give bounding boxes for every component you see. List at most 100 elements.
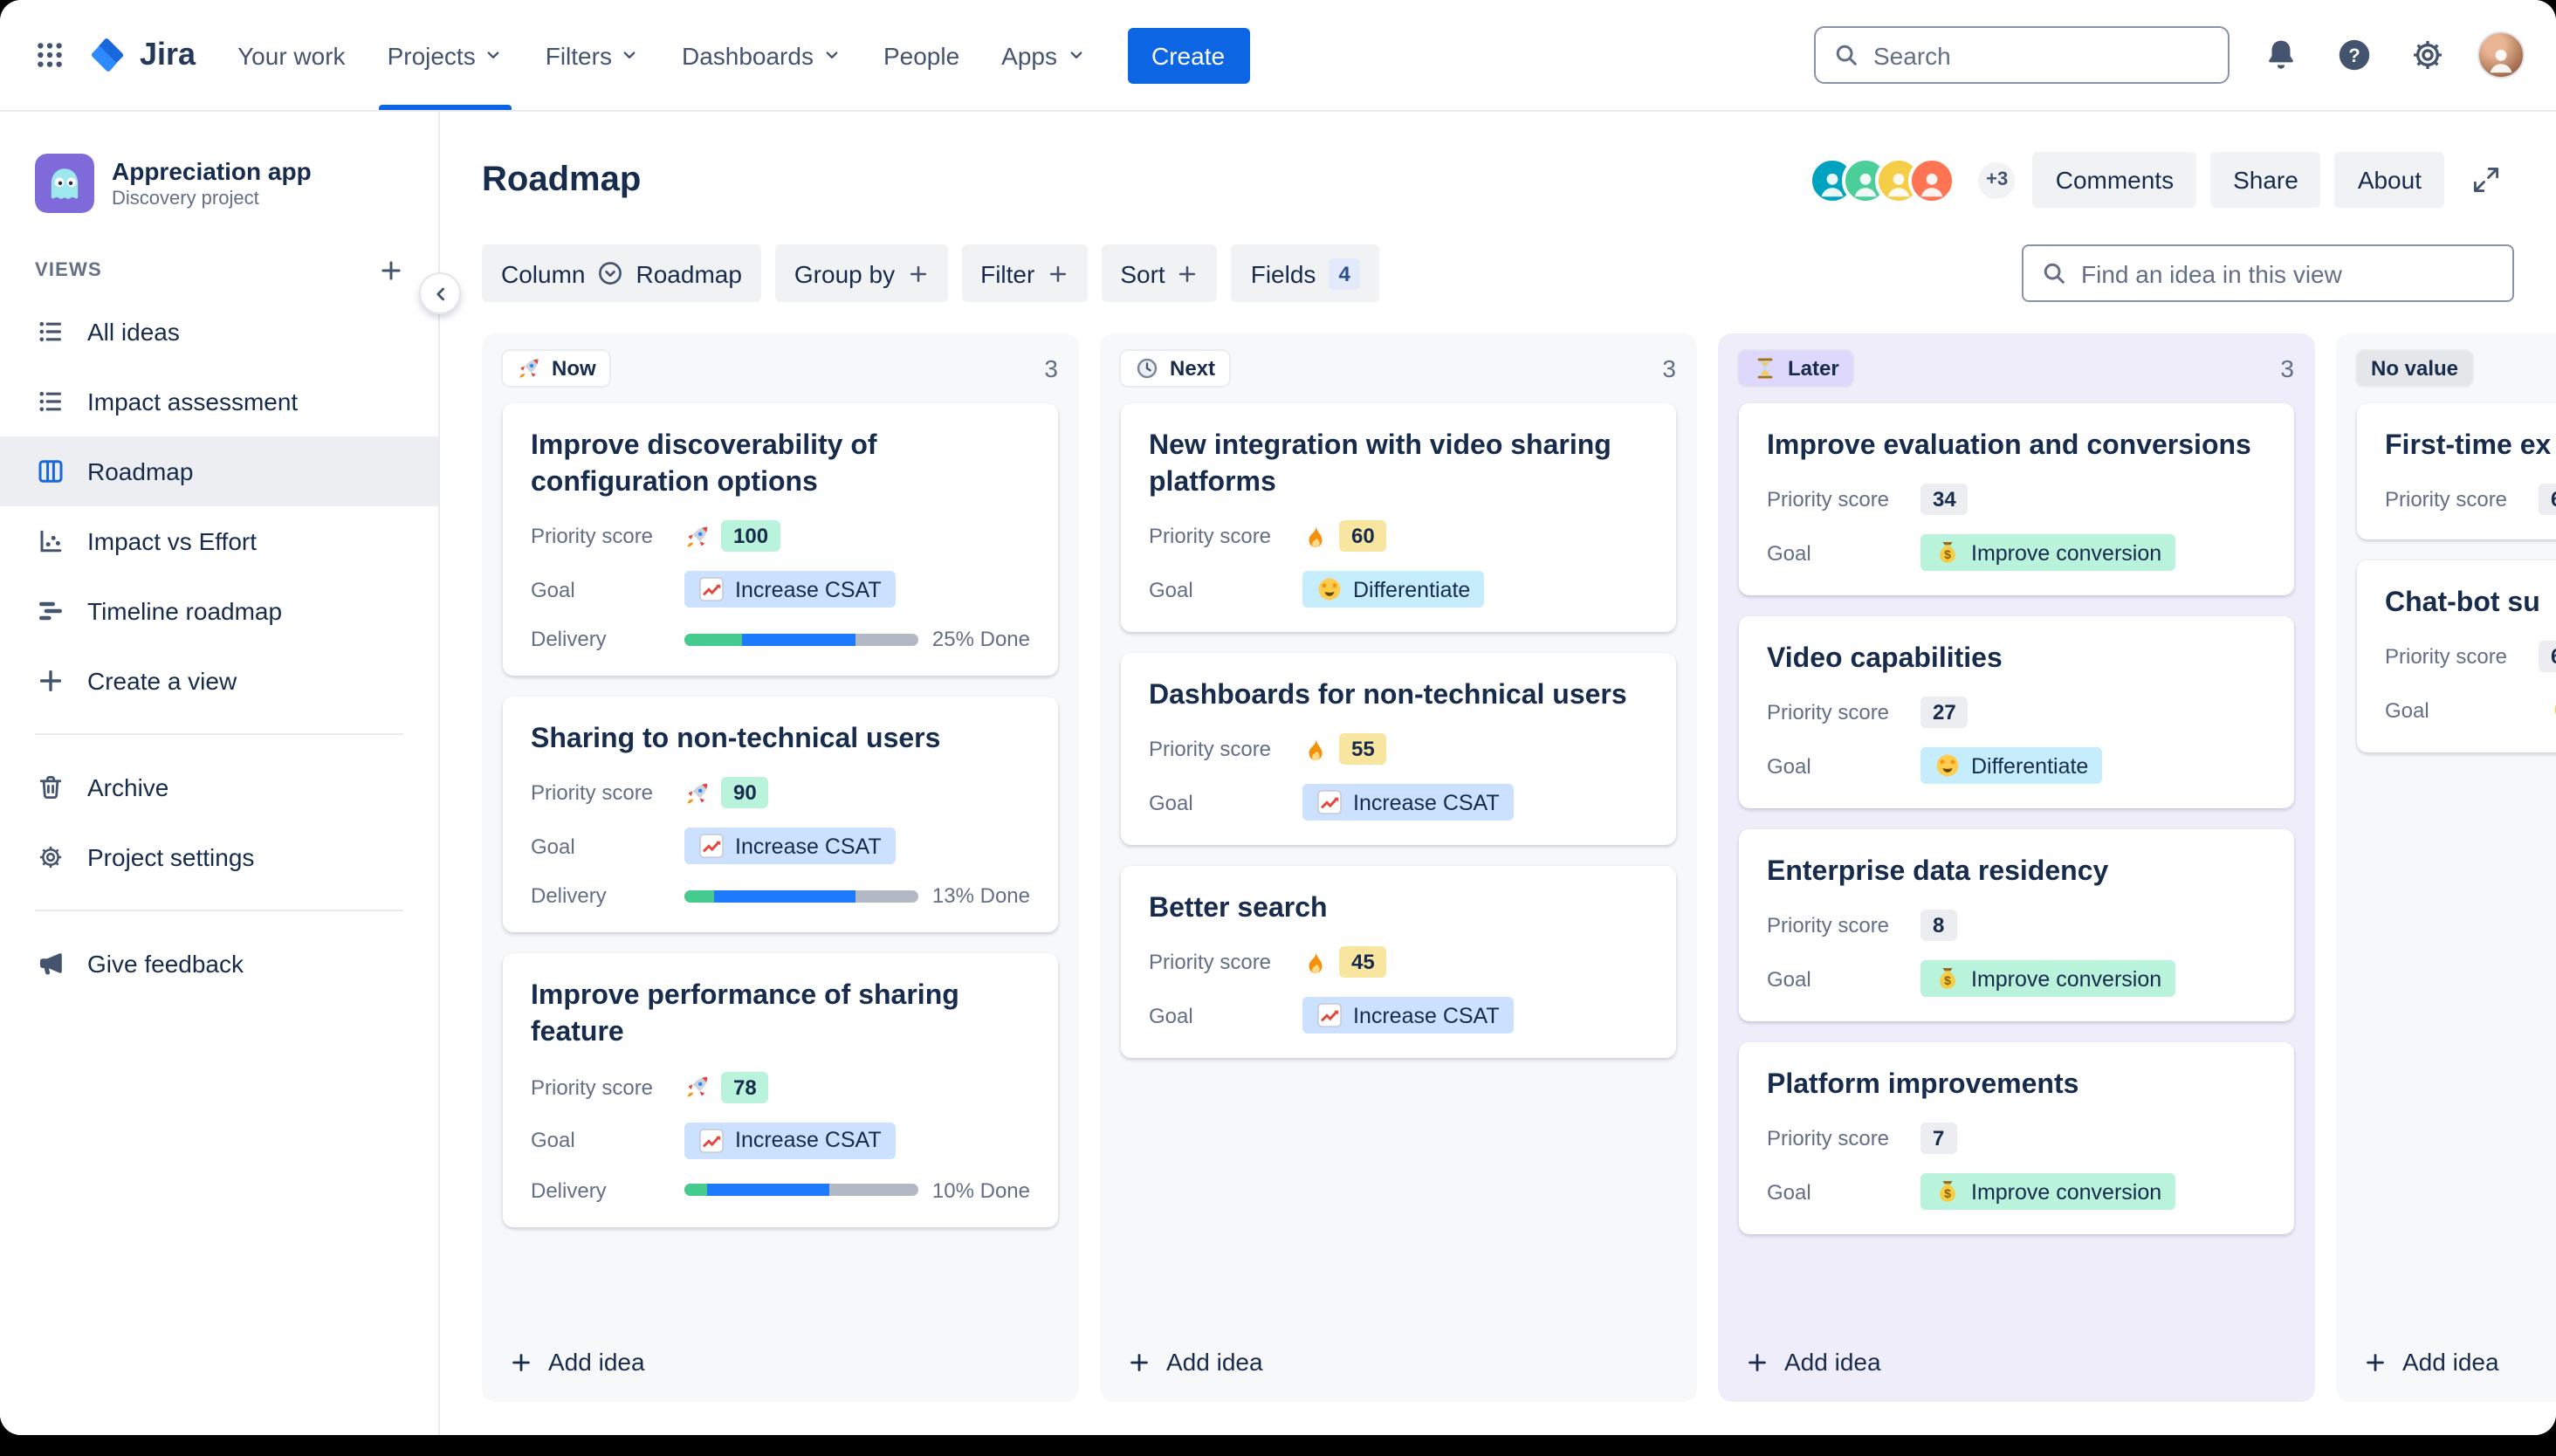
idea-title: Enterprise data residency — [1767, 857, 2109, 888]
project-header[interactable]: Appreciation app Discovery project — [0, 154, 438, 213]
goal-tag[interactable]: $ Improve conversion — [1920, 534, 2176, 572]
share-button[interactable]: Share — [2210, 152, 2321, 208]
idea-card[interactable]: Improve discoverability of configuration… — [503, 403, 1058, 676]
jira-logo[interactable]: Jira — [77, 0, 216, 110]
nav-item-people[interactable]: People — [862, 0, 980, 110]
money-bag-icon: $ — [1934, 966, 1961, 992]
nav-item-your-work[interactable]: Your work — [216, 0, 367, 110]
sidebar-item-give-feedback[interactable]: Give feedback — [0, 929, 438, 999]
column-status-chip[interactable]: No value — [2357, 351, 2473, 386]
add-idea-button[interactable]: Add idea — [1100, 1322, 1697, 1402]
find-idea-search[interactable] — [2022, 244, 2514, 302]
project-type: Discovery project — [112, 189, 259, 209]
scatter-icon — [35, 527, 66, 555]
sidebar-item-roadmap[interactable]: Roadmap — [0, 436, 438, 506]
column-count: 3 — [2280, 354, 2294, 382]
idea-card[interactable]: Chat-bot su Priority score 6 Goal — [2357, 560, 2556, 753]
fields-chip[interactable]: Fields 4 — [1231, 244, 1380, 302]
goal-tag[interactable]: $ Improve conversion — [1920, 960, 2176, 998]
help-button[interactable]: ? — [2331, 32, 2376, 78]
field-label: Goal — [1767, 1179, 1811, 1205]
field-label: Delivery — [531, 627, 607, 652]
card-field-row: Goal $ Improve conversion — [1767, 1173, 2266, 1211]
goal-tag[interactable]: Increase CSAT — [684, 571, 896, 608]
goal-tag[interactable] — [2539, 691, 2556, 728]
settings-button[interactable] — [2404, 32, 2450, 78]
priority-score-badge: 100 — [721, 520, 781, 553]
about-button[interactable]: About — [2334, 152, 2444, 208]
goal-tag[interactable]: Differentiate — [1920, 747, 2103, 785]
field-label: Delivery — [531, 1178, 607, 1203]
card-field-row: Delivery 10% Done — [531, 1178, 1030, 1202]
global-search-input[interactable] — [1873, 41, 2210, 69]
idea-card[interactable]: New integration with video sharing platf… — [1121, 403, 1676, 633]
rocket-icon — [684, 780, 711, 807]
nav-item-apps[interactable]: Apps — [980, 0, 1106, 110]
field-label: Goal — [1767, 753, 1811, 779]
column-field-chip[interactable]: Column Roadmap — [482, 244, 761, 302]
filter-chip[interactable]: Filter — [961, 244, 1088, 302]
add-idea-button[interactable]: Add idea — [482, 1322, 1079, 1402]
idea-card[interactable]: Improve performance of sharing feature Pr… — [503, 953, 1058, 1227]
goal-tag[interactable]: Differentiate — [1302, 571, 1485, 608]
page-title: Roadmap — [482, 160, 642, 198]
field-label: Priority score — [1767, 487, 1890, 512]
goal-tag[interactable]: Increase CSAT — [1302, 784, 1514, 821]
plus-icon — [510, 1350, 532, 1373]
idea-card[interactable]: Platform improvements Priority score 7 Goal… — [1739, 1042, 2294, 1235]
idea-card[interactable]: First-time ex Priority score 6 — [2357, 403, 2556, 540]
primary-nav: Your work Projects Filters Dashboards People… — [216, 0, 1106, 110]
sidebar-item-project-settings[interactable]: Project settings — [0, 822, 438, 892]
avatar[interactable] — [1842, 156, 1890, 203]
app-switcher-button[interactable] — [21, 27, 77, 83]
sidebar-item-impact-vs-effort[interactable]: Impact vs Effort — [0, 506, 438, 576]
idea-card[interactable]: Better search Priority score 45 Goal Increas… — [1121, 866, 1676, 1059]
add-view-button[interactable] — [379, 258, 403, 283]
field-label: Priority score — [531, 1075, 654, 1100]
idea-card[interactable]: Dashboards for non-technical users Priori… — [1121, 653, 1676, 846]
column-status-chip[interactable]: Later — [1739, 351, 1853, 386]
sidebar-item-timeline-roadmap[interactable]: Timeline roadmap — [0, 576, 438, 646]
sidebar-item-archive[interactable]: Archive — [0, 752, 438, 822]
delivery-percent-label: 10% Done — [931, 1178, 1030, 1203]
gear-icon — [2408, 37, 2445, 73]
sidebar-item-impact-assessment[interactable]: Impact assessment — [0, 367, 438, 436]
column-status-chip[interactable]: Next — [1121, 351, 1230, 386]
card-field-row: Goal Differentiate — [1767, 747, 2266, 785]
comments-button[interactable]: Comments — [2032, 152, 2197, 208]
idea-card[interactable]: Video capabilities Priority score 27 Goal Di… — [1739, 616, 2294, 809]
sort-chip[interactable]: Sort — [1101, 244, 1218, 302]
idea-card[interactable]: Sharing to non-technical users Priority s… — [503, 697, 1058, 933]
global-search[interactable] — [1814, 26, 2230, 84]
user-avatar[interactable] — [2477, 31, 2525, 79]
avatar-overflow-badge[interactable]: +3 — [1975, 158, 2019, 202]
fullscreen-button[interactable] — [2458, 152, 2514, 208]
nav-item-filters[interactable]: Filters — [525, 0, 661, 110]
goal-tag[interactable]: $ Improve conversion — [1920, 1173, 2176, 1211]
sidebar-collapse-button[interactable] — [419, 272, 461, 314]
column-status-chip[interactable]: Now — [503, 351, 610, 386]
sidebar-item-create-a-view[interactable]: Create a view — [0, 646, 438, 716]
goal-tag-label: Differentiate — [1353, 577, 1471, 602]
nav-item-label: Projects — [387, 41, 476, 69]
create-button[interactable]: Create — [1127, 27, 1250, 83]
goal-tag[interactable]: Increase CSAT — [684, 828, 896, 865]
idea-card[interactable]: Enterprise data residency Priority score 8… — [1739, 829, 2294, 1022]
field-label: Priority score — [1149, 950, 1272, 975]
nav-item-dashboards[interactable]: Dashboards — [661, 0, 862, 110]
card-field-row: Priority score 60 — [1149, 520, 1648, 553]
find-idea-input[interactable] — [2081, 259, 2495, 287]
group-by-chip[interactable]: Group by — [774, 244, 948, 302]
add-idea-button[interactable]: Add idea — [1718, 1322, 2315, 1402]
sidebar-item-all-ideas[interactable]: All ideas — [0, 297, 438, 367]
goal-tag[interactable]: Increase CSAT — [1302, 997, 1514, 1034]
nav-item-projects[interactable]: Projects — [367, 0, 525, 110]
star-struck-icon — [2553, 697, 2556, 723]
idea-card[interactable]: Improve evaluation and conversions Priori… — [1739, 403, 2294, 596]
add-idea-button[interactable]: Add idea — [2336, 1322, 2556, 1402]
notifications-button[interactable] — [2257, 32, 2303, 78]
avatar[interactable] — [1908, 156, 1956, 203]
goal-tag[interactable]: Increase CSAT — [684, 1122, 896, 1159]
